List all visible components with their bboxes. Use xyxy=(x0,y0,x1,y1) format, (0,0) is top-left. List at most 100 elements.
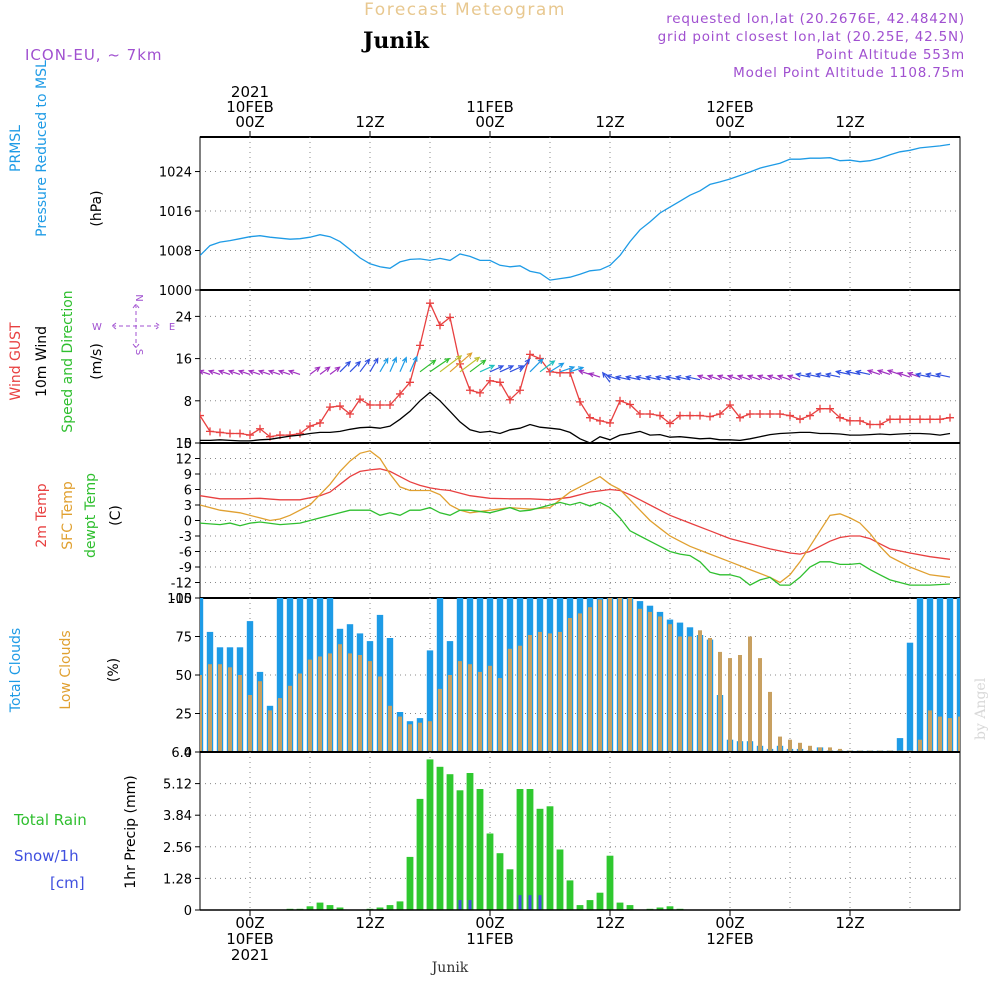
gust-point xyxy=(906,415,914,424)
wind-arrow xyxy=(824,372,841,378)
wind-arrow xyxy=(766,374,781,381)
clouds-ytick-label: 0 xyxy=(184,746,192,761)
gust-point xyxy=(676,411,684,420)
wind-arrow xyxy=(227,369,241,375)
low-cloud-bar xyxy=(928,710,932,752)
pressure-ytick-label: 1024 xyxy=(159,166,192,181)
rain-bar xyxy=(416,798,424,910)
low-cloud-bar xyxy=(838,748,842,752)
wind-arrow xyxy=(287,369,301,375)
wind-arrow xyxy=(309,366,321,375)
low-cloud-bar xyxy=(548,633,552,752)
rain-bar xyxy=(556,849,564,910)
clouds-ytick-label: 75 xyxy=(175,631,192,646)
low-cloud-bar xyxy=(738,655,742,752)
gust-point xyxy=(246,431,254,440)
low-cloud-bar xyxy=(478,671,482,752)
gust-point xyxy=(756,409,764,418)
low-cloud-bar xyxy=(818,747,822,752)
gust-point xyxy=(696,411,704,420)
bottom-time-label: 12Z xyxy=(595,914,624,932)
compass-n: N xyxy=(133,294,144,301)
rain-bar xyxy=(596,892,604,910)
wind-arrow xyxy=(419,359,437,373)
bottom-time-label: 2021 xyxy=(231,946,269,964)
bottom-time-label: 00Z xyxy=(235,914,264,932)
low-cloud-bar xyxy=(558,631,562,752)
rain-bar xyxy=(326,905,334,910)
low-cloud-bar xyxy=(948,718,952,752)
low-cloud-bar xyxy=(348,653,352,752)
total-cloud-bar xyxy=(386,638,394,752)
wind-arrow xyxy=(866,369,881,375)
gust-point xyxy=(216,428,224,437)
gust-point xyxy=(226,429,234,438)
wind-arrow xyxy=(736,374,751,381)
grid-point-coords: grid point closest lon,lat (20.25E, 42.5… xyxy=(658,29,965,45)
wind-compass: N W E S xyxy=(92,294,175,355)
gust-point xyxy=(796,415,804,424)
total-cloud-bar xyxy=(276,598,284,752)
low-cloud-bar xyxy=(368,661,372,752)
low-cloud-bar xyxy=(208,664,212,752)
credit-watermark: by Angel xyxy=(973,677,989,740)
compass-arrows xyxy=(111,303,161,349)
bottom-time-label: 12Z xyxy=(355,914,384,932)
wind-arrow xyxy=(409,355,418,373)
low-cloud-bar xyxy=(288,685,292,752)
low-cloud-bar xyxy=(758,658,762,752)
gust-point xyxy=(336,402,344,411)
low-cloud-bar xyxy=(668,624,672,752)
low-cloud-bar xyxy=(418,722,422,752)
gust-point xyxy=(200,411,204,420)
low-cloud-bar xyxy=(258,681,262,752)
pressure-data xyxy=(200,143,951,281)
low-cloud-bar xyxy=(448,675,452,752)
temperature-ytick-label: 12 xyxy=(175,453,192,468)
gust-point xyxy=(596,416,604,425)
low-cloud-bar xyxy=(328,653,332,752)
low-cloud-bar xyxy=(298,673,302,752)
low-cloud-bar xyxy=(678,636,682,752)
low-cloud-bar xyxy=(278,698,282,752)
precip-frame xyxy=(199,751,961,911)
wind-arrow xyxy=(509,365,525,373)
gust-point xyxy=(526,350,534,359)
gust-point xyxy=(916,415,924,424)
wind-arrow xyxy=(459,356,481,373)
gust-point xyxy=(476,388,484,397)
temperature-ylabel: SFC Temp xyxy=(60,481,76,550)
temperature-ytick-label: 0 xyxy=(184,515,192,530)
wind-arrow xyxy=(359,358,371,373)
top-time-label: 00Z xyxy=(475,113,504,131)
low-cloud-bar xyxy=(538,631,542,752)
snow-bar xyxy=(458,900,462,910)
gust-point xyxy=(886,415,894,424)
wind-arrow xyxy=(706,374,721,381)
gust-point xyxy=(816,404,824,413)
total-cloud-bar xyxy=(926,598,934,752)
temperature-ytick-label: 3 xyxy=(184,499,192,514)
low-cloud-bar xyxy=(628,598,632,752)
wind-arrow xyxy=(469,359,487,373)
wind-arrow xyxy=(746,374,761,381)
wind-arrow xyxy=(267,369,281,375)
temperature-ytick-label: -6 xyxy=(179,546,192,561)
bottom-time-label: 11FEB xyxy=(466,930,513,948)
wind-arrow xyxy=(674,375,691,381)
low-cloud-bar xyxy=(578,613,582,752)
rain-bar xyxy=(396,901,404,910)
wind-arrow xyxy=(429,357,451,373)
wind-arrow xyxy=(654,375,671,381)
rain-bar xyxy=(436,766,444,910)
wind-data xyxy=(200,299,954,443)
pressure-ylabel: PRMSL xyxy=(8,125,24,172)
low-cloud-bar xyxy=(458,661,462,752)
wind-arrow xyxy=(319,366,331,375)
pressure-ytick-label: 1016 xyxy=(159,205,192,220)
gust-point xyxy=(606,418,614,427)
top-time-label: 12FEB xyxy=(706,98,753,116)
rain-bar xyxy=(336,907,344,910)
low-cloud-bar xyxy=(718,651,722,752)
